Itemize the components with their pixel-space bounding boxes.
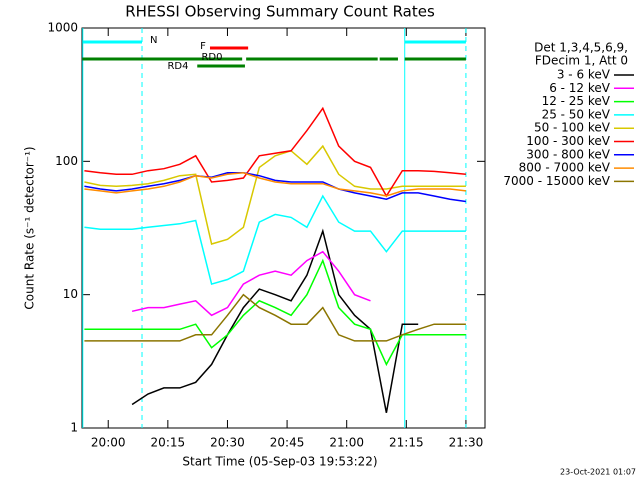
chart-title: RHESSI Observing Summary Count Rates	[125, 3, 435, 21]
legend-label: 100 - 300 keV	[526, 134, 610, 148]
series-line	[131, 250, 371, 317]
series-line	[84, 172, 466, 197]
x-axis-label: Start Time (05-Sep-03 19:53:22)	[182, 455, 377, 469]
plot-frame	[81, 27, 486, 429]
flag-label: RD4	[167, 61, 188, 72]
flag-label: F	[200, 41, 206, 52]
y-tick-label: 100	[55, 154, 78, 168]
legend-title: FDecim 1, Att 0	[535, 54, 628, 68]
series-line	[84, 106, 466, 198]
y-tick-label: 1000	[47, 21, 78, 35]
x-tick-label: 21:30	[449, 436, 484, 450]
legend-title: Det 1,3,4,5,6,9,	[534, 41, 628, 55]
flag-label: RD0	[201, 52, 222, 63]
flag-label: N	[150, 35, 157, 46]
series-line	[84, 293, 466, 342]
x-tick-label: 21:15	[389, 436, 424, 450]
legend-label: 12 - 25 keV	[542, 94, 611, 108]
legend-label: 50 - 100 keV	[534, 121, 611, 135]
series-line	[84, 172, 467, 203]
legend-label: 3 - 6 keV	[557, 68, 611, 82]
y-tick-label: 1	[70, 421, 78, 435]
y-tick-label: 10	[63, 287, 78, 301]
x-tick-label: 20:30	[210, 436, 245, 450]
series-line	[84, 144, 466, 245]
legend-label: 7000 - 15000 keV	[503, 174, 610, 188]
x-tick-label: 20:15	[151, 436, 186, 450]
footer: 23-Oct-2021 01:07	[560, 468, 636, 477]
legend-label: 25 - 50 keV	[542, 107, 611, 121]
legend-label: 800 - 7000 keV	[519, 161, 611, 175]
series-line	[84, 194, 466, 286]
x-tick-label: 20:00	[91, 436, 126, 450]
y-axis-label: Count Rate (s⁻¹ detector⁻¹)	[23, 146, 37, 309]
legend-label: 300 - 800 keV	[526, 147, 610, 161]
x-tick-label: 20:45	[270, 436, 305, 450]
legend-label: 6 - 12 keV	[549, 81, 611, 95]
x-tick-label: 21:00	[329, 436, 364, 450]
